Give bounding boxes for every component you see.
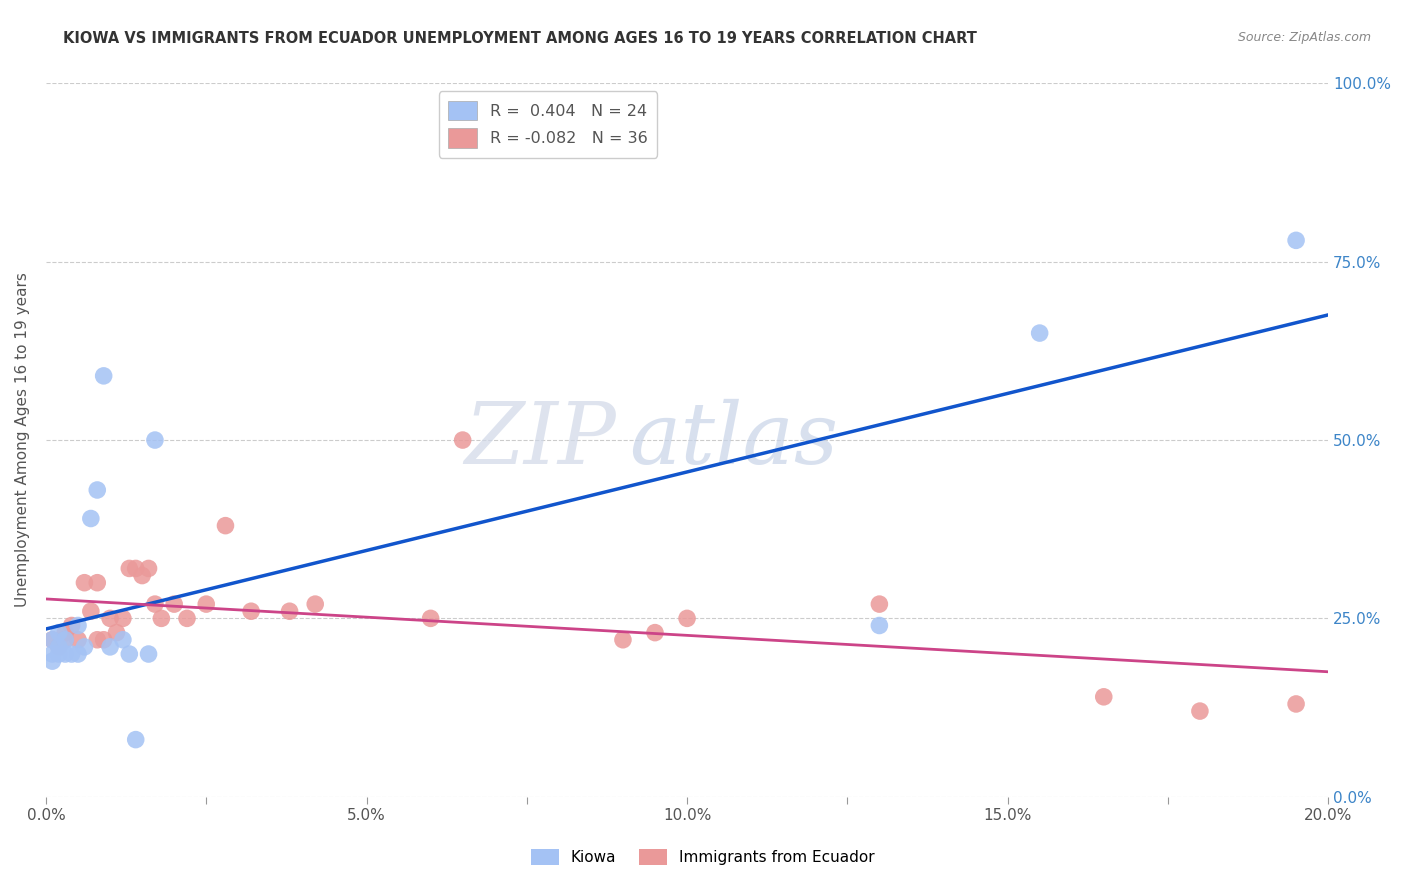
Legend: R =  0.404   N = 24, R = -0.082   N = 36: R = 0.404 N = 24, R = -0.082 N = 36 xyxy=(439,91,657,158)
Point xyxy=(48,640,70,654)
Point xyxy=(451,433,474,447)
Point xyxy=(111,611,134,625)
Point xyxy=(105,625,128,640)
Point xyxy=(66,618,89,632)
Point xyxy=(66,647,89,661)
Point xyxy=(86,632,108,647)
Point xyxy=(163,597,186,611)
Point xyxy=(676,611,699,625)
Point xyxy=(118,647,141,661)
Point xyxy=(868,597,890,611)
Point xyxy=(125,732,148,747)
Point xyxy=(138,647,160,661)
Point xyxy=(48,647,70,661)
Text: Source: ZipAtlas.com: Source: ZipAtlas.com xyxy=(1237,31,1371,45)
Point xyxy=(53,632,76,647)
Point xyxy=(80,511,103,525)
Point xyxy=(41,632,63,647)
Point xyxy=(80,604,103,618)
Text: ZIP: ZIP xyxy=(464,399,617,482)
Legend: Kiowa, Immigrants from Ecuador: Kiowa, Immigrants from Ecuador xyxy=(526,843,880,871)
Point xyxy=(41,647,63,661)
Point xyxy=(93,632,115,647)
Point xyxy=(143,433,166,447)
Point xyxy=(66,632,89,647)
Point xyxy=(98,611,121,625)
Point xyxy=(41,654,63,668)
Point xyxy=(131,568,153,582)
Point xyxy=(1188,704,1211,718)
Point xyxy=(48,625,70,640)
Point xyxy=(176,611,198,625)
Point xyxy=(41,632,63,647)
Point xyxy=(93,368,115,383)
Point xyxy=(1028,326,1050,340)
Point xyxy=(86,483,108,497)
Text: atlas: atlas xyxy=(630,399,838,482)
Point xyxy=(60,647,83,661)
Text: KIOWA VS IMMIGRANTS FROM ECUADOR UNEMPLOYMENT AMONG AGES 16 TO 19 YEARS CORRELAT: KIOWA VS IMMIGRANTS FROM ECUADOR UNEMPLO… xyxy=(63,31,977,46)
Y-axis label: Unemployment Among Ages 16 to 19 years: Unemployment Among Ages 16 to 19 years xyxy=(15,273,30,607)
Point xyxy=(214,518,236,533)
Point xyxy=(53,647,76,661)
Point xyxy=(644,625,666,640)
Point xyxy=(73,575,96,590)
Point xyxy=(868,618,890,632)
Point xyxy=(60,618,83,632)
Point xyxy=(304,597,326,611)
Point xyxy=(1092,690,1115,704)
Point xyxy=(612,632,634,647)
Point xyxy=(195,597,218,611)
Point xyxy=(53,625,76,640)
Point xyxy=(150,611,173,625)
Point xyxy=(111,632,134,647)
Point xyxy=(240,604,263,618)
Point xyxy=(86,575,108,590)
Point xyxy=(125,561,148,575)
Point xyxy=(138,561,160,575)
Point xyxy=(278,604,301,618)
Point xyxy=(1285,233,1308,247)
Point xyxy=(118,561,141,575)
Point xyxy=(1285,697,1308,711)
Point xyxy=(419,611,441,625)
Point xyxy=(48,640,70,654)
Point xyxy=(73,640,96,654)
Point xyxy=(143,597,166,611)
Point xyxy=(53,632,76,647)
Point xyxy=(98,640,121,654)
